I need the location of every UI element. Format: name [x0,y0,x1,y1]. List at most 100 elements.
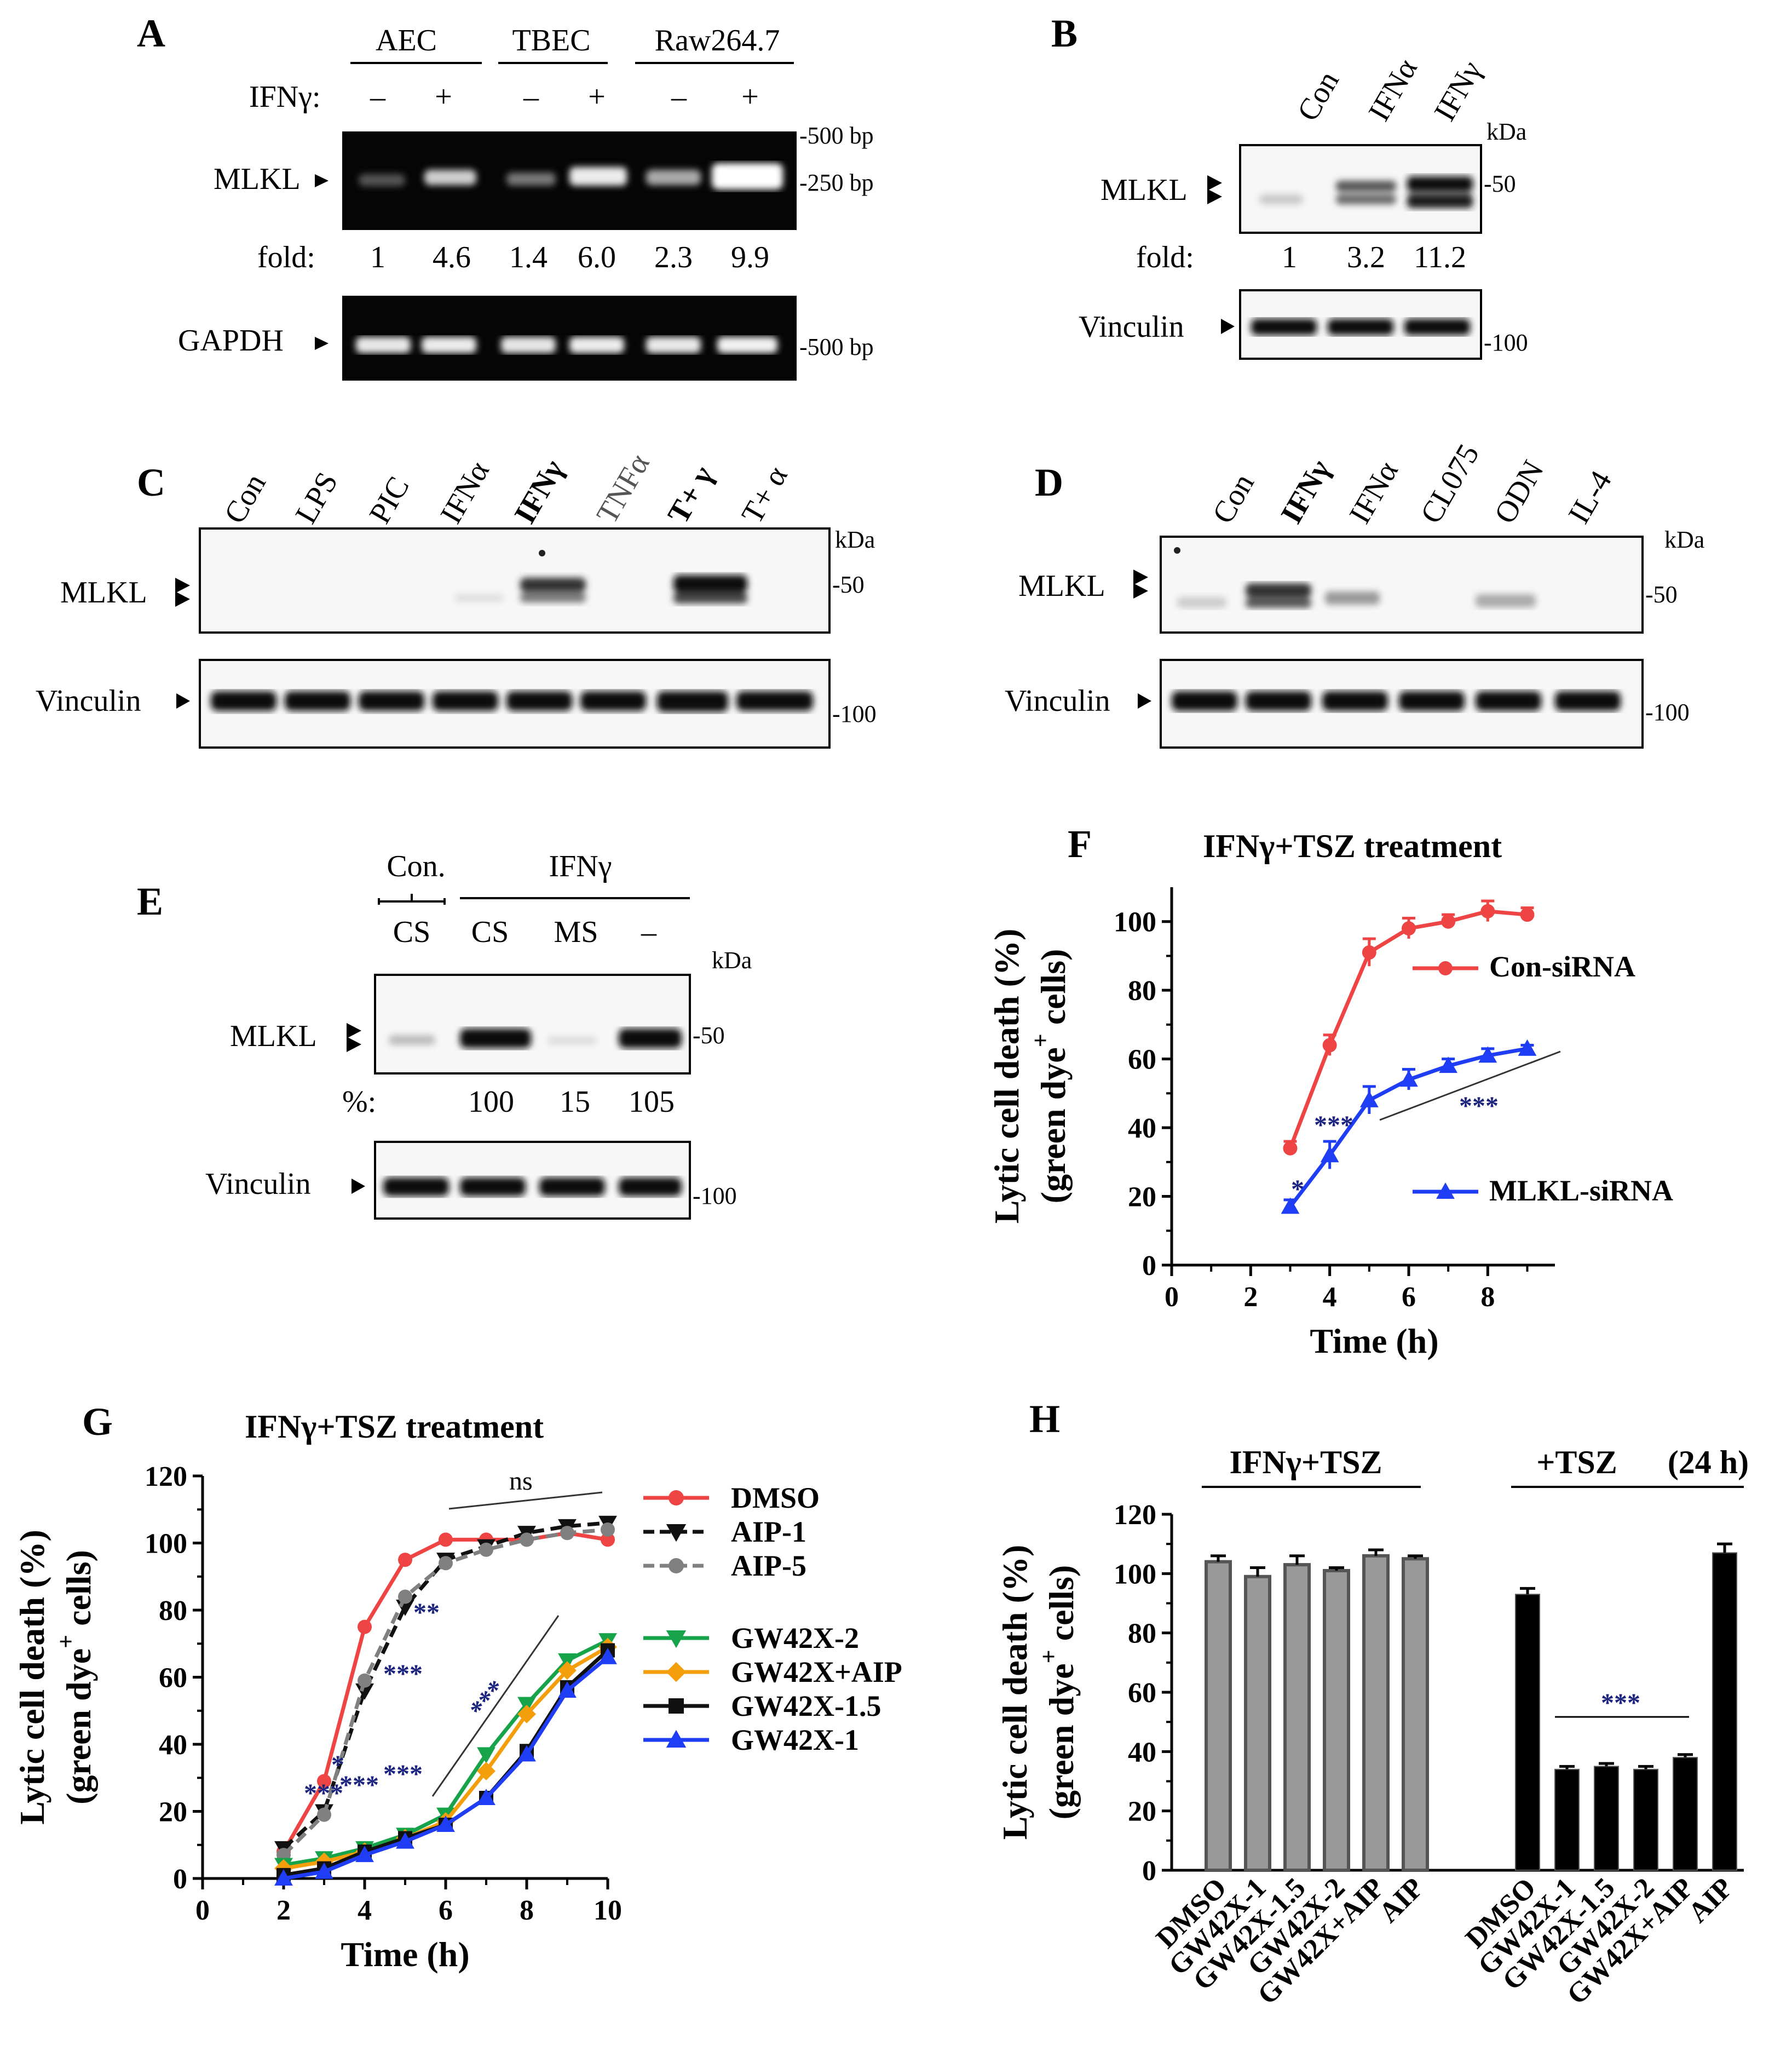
data-point [1283,1141,1298,1156]
data-point [355,1846,374,1863]
panel-b-kda: kDa [1486,118,1526,145]
treatment-mark: + [588,80,606,114]
arrow-icon [1133,583,1148,599]
arrow-icon [315,174,329,187]
y-tick-label: 80 [1128,1618,1156,1650]
sig-line [431,1615,560,1797]
panel-c-lane: T+ γ [661,461,721,530]
bar [1673,1757,1698,1871]
bar [1244,1575,1271,1872]
bar [1402,1557,1429,1872]
x-tick-label: 8 [1480,1282,1495,1313]
panel-d-kda: kDa [1664,526,1704,553]
data-point [358,1673,372,1688]
sig-annotation: *** [339,1771,379,1800]
y-axis-title: Lytic cell death (%) (green dye+ cells) [13,1530,98,1825]
bar [1712,1552,1737,1871]
legend-marker [669,1698,684,1714]
arrow-icon [175,591,190,607]
sig-annotation: *** [304,1779,343,1808]
y-axis-title: Lytic cell death (%) (green dye+ cells) [987,929,1073,1224]
panel-b-lane: Con [1291,66,1346,127]
fold-value: 11.2 [1414,240,1466,274]
x-tick-label: 2 [1243,1282,1258,1313]
panel-c-vinculin-bands [211,691,813,712]
panel-c-lane: T+ α [735,461,794,530]
sig-annotation: *** [383,1659,423,1688]
chart-marks [1281,899,1537,1214]
panel-c-mlkl-bands [454,575,747,604]
chart-title: IFNγ+TSZ treatment [245,1409,544,1445]
bar [1283,1563,1311,1872]
data-point [1480,904,1495,918]
panel-e-blot-mlkl [374,974,691,1075]
legend-label: DMSO [731,1481,820,1514]
panel-d-letter: D [1035,461,1063,504]
x-tick-label: 6 [1402,1282,1416,1313]
panel-a-marker-250: -250 bp [799,169,874,196]
blot-speck [539,550,545,556]
panel-e-marker-100: -100 [693,1182,737,1209]
treatment-mark: + [435,80,452,114]
panel-d-mlkl-label: MLKL [1018,569,1105,603]
bar-group-label-tsz: +TSZ [1536,1444,1617,1480]
sig-annotation: *** [1459,1091,1499,1121]
data-point [355,1683,374,1700]
panel-e-group-con: Con. [387,849,445,883]
x-tick-label: 2 [276,1895,291,1926]
sig-line [448,1491,603,1510]
sig-annotation: *** [1601,1688,1640,1717]
panel-b-lane: IFNα [1362,53,1424,127]
panel-b-fold-label: fold: [1136,240,1194,274]
data-point [1439,1056,1458,1073]
y-tick-label: 0 [173,1864,187,1895]
panel-a-treatment-marks: – + – + – + [370,80,759,114]
panel-c-kda: kDa [835,526,875,553]
arrow-icon [176,693,190,709]
fold-value: 9.9 [731,240,769,274]
panel-a-fold-label: fold: [257,240,315,274]
y-tick-label: 120 [1114,1499,1156,1531]
legend-label: GW42X-1 [731,1723,859,1756]
data-point [398,1553,412,1567]
panel-e-lane: – [641,915,657,949]
fold-value: 1 [370,240,385,274]
sig-annotation: *** [383,1760,423,1789]
panel-c-marker-50: -50 [832,571,865,598]
data-point [479,1542,493,1557]
y-tick-label: 0 [1142,1250,1156,1282]
y-axis-title: Lytic cell death (%) (green dye+ cells) [995,1545,1081,1840]
bar [1594,1766,1619,1871]
pct-value: 105 [629,1085,675,1119]
panel-e: E Con. IFNγ CS CS MS – kDa MLKL -50 %: 1… [137,849,752,1220]
panel-a-gapdh-bands [356,337,777,353]
panel-d-marker-100: -100 [1645,699,1690,726]
y-tick-label: 60 [1128,1044,1156,1076]
panel-a-group-raw: Raw264.7 [655,24,780,58]
legend-marker [666,1662,687,1682]
fold-value: 4.6 [433,240,471,274]
panel-c-mlkl-label: MLKL [60,576,147,610]
y-tick-label: 40 [1128,1113,1156,1144]
panel-e-bracket [378,894,446,905]
panel-a-marker-500b: -500 bp [799,334,874,360]
x-axis-title: Time (h) [341,1935,469,1974]
bar-group-label-ifng-tsz: IFNγ+TSZ [1230,1444,1382,1480]
panel-e-mlkl-label: MLKL [230,1019,317,1053]
data-point [598,1647,617,1664]
y-tick-label: 0 [1142,1855,1156,1887]
sig-annotation: * [331,1750,344,1779]
panel-c-lane: LPS [289,467,345,530]
data-point [1478,1046,1497,1063]
panel-b-vinculin-bands [1251,319,1470,335]
panel-c-lane: IFNγ [508,454,571,529]
data-point [517,1745,536,1762]
legend-label: AIP-5 [731,1549,806,1582]
legend-label: AIP-1 [731,1515,806,1548]
sig-annotation: * [1291,1175,1304,1204]
panel-f-chart: F IFNγ+TSZ treatment 0 20 40 60 80 100 0 2 4 6 8 Ti… [987,822,1673,1360]
panel-a-gapdh-label: GAPDH [178,324,284,358]
panel-c: C Con LPS PIC IFNα IFNγ TNFα T+ γ T+ α k… [36,448,877,749]
